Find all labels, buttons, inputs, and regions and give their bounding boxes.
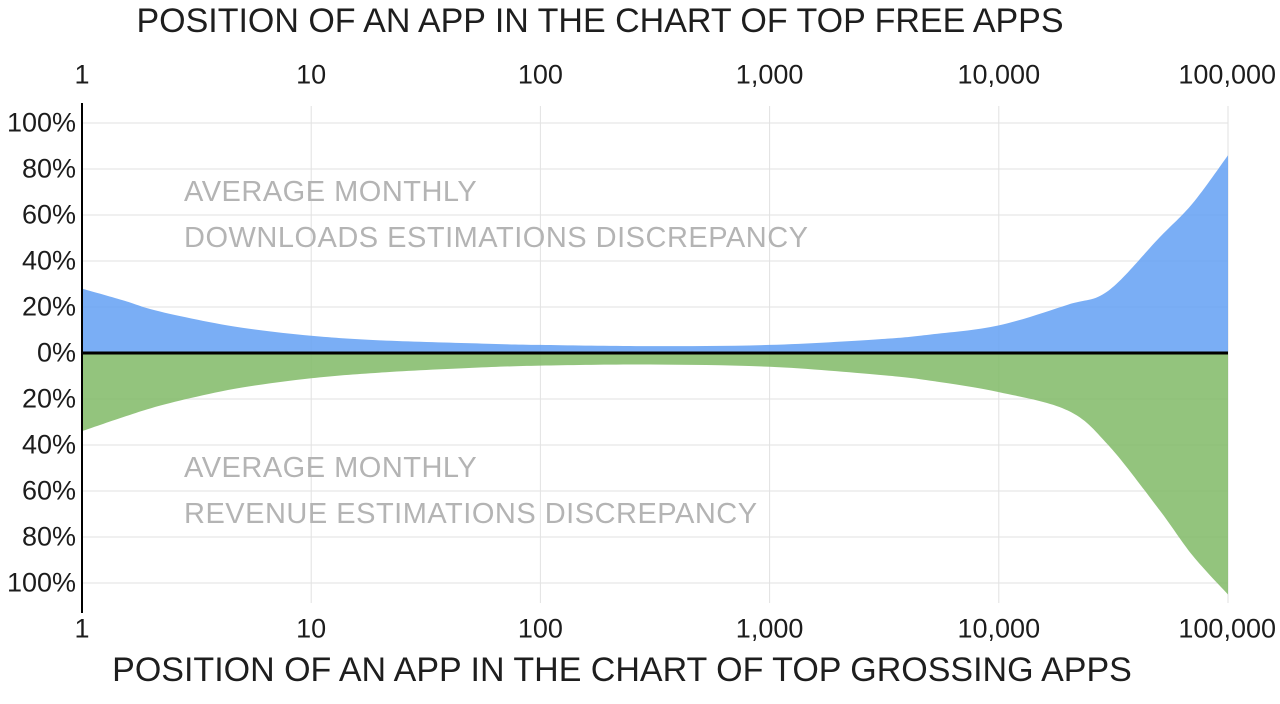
y-tick-label: 60% [21,475,76,506]
y-tick-label: 60% [21,199,76,230]
x-tick-label-bottom: 10,000 [957,613,1041,644]
x-tick-label-top: 10,000 [957,59,1041,90]
y-tick-label: 100% [6,567,76,598]
watermark-downloads: AVERAGE MONTHLY DOWNLOADS ESTIMATIONS DI… [184,169,809,261]
x-tick-label-bottom: 1,000 [735,613,804,644]
y-tick-label: 100% [6,107,76,138]
x-tick-label-top: 100,000 [1178,59,1276,90]
y-tick-label: 0% [36,337,76,368]
y-tick-label: 40% [21,429,76,460]
x-tick-label-top: 1,000 [735,59,804,90]
y-tick-label: 80% [21,153,76,184]
x-tick-label-bottom: 10 [296,613,327,644]
y-tick-label: 40% [21,245,76,276]
watermark-downloads-line2: DOWNLOADS ESTIMATIONS DISCREPANCY [184,222,809,254]
chart-title-bottom: POSITION OF AN APP IN THE CHART OF TOP G… [112,651,1132,689]
x-tick-label-bottom: 100 [517,613,563,644]
x-tick-label-top: 10 [296,59,327,90]
downloads-discrepancy-area [82,155,1228,353]
watermark-revenue: AVERAGE MONTHLY REVENUE ESTIMATIONS DISC… [184,445,758,537]
x-tick-label-top: 100 [517,59,563,90]
watermark-revenue-line1: AVERAGE MONTHLY [184,452,478,484]
watermark-revenue-line2: REVENUE ESTIMATIONS DISCREPANCY [184,498,758,530]
y-tick-label: 20% [21,291,76,322]
y-tick-label: 80% [21,521,76,552]
watermark-downloads-line1: AVERAGE MONTHLY [184,176,478,208]
y-tick-label: 20% [21,383,76,414]
chart-title-top: POSITION OF AN APP IN THE CHART OF TOP F… [136,2,1064,40]
x-tick-label-bottom: 100,000 [1178,613,1276,644]
revenue-discrepancy-area [82,353,1228,595]
x-tick-label-top: 1 [74,59,90,90]
x-tick-label-bottom: 1 [74,613,90,644]
